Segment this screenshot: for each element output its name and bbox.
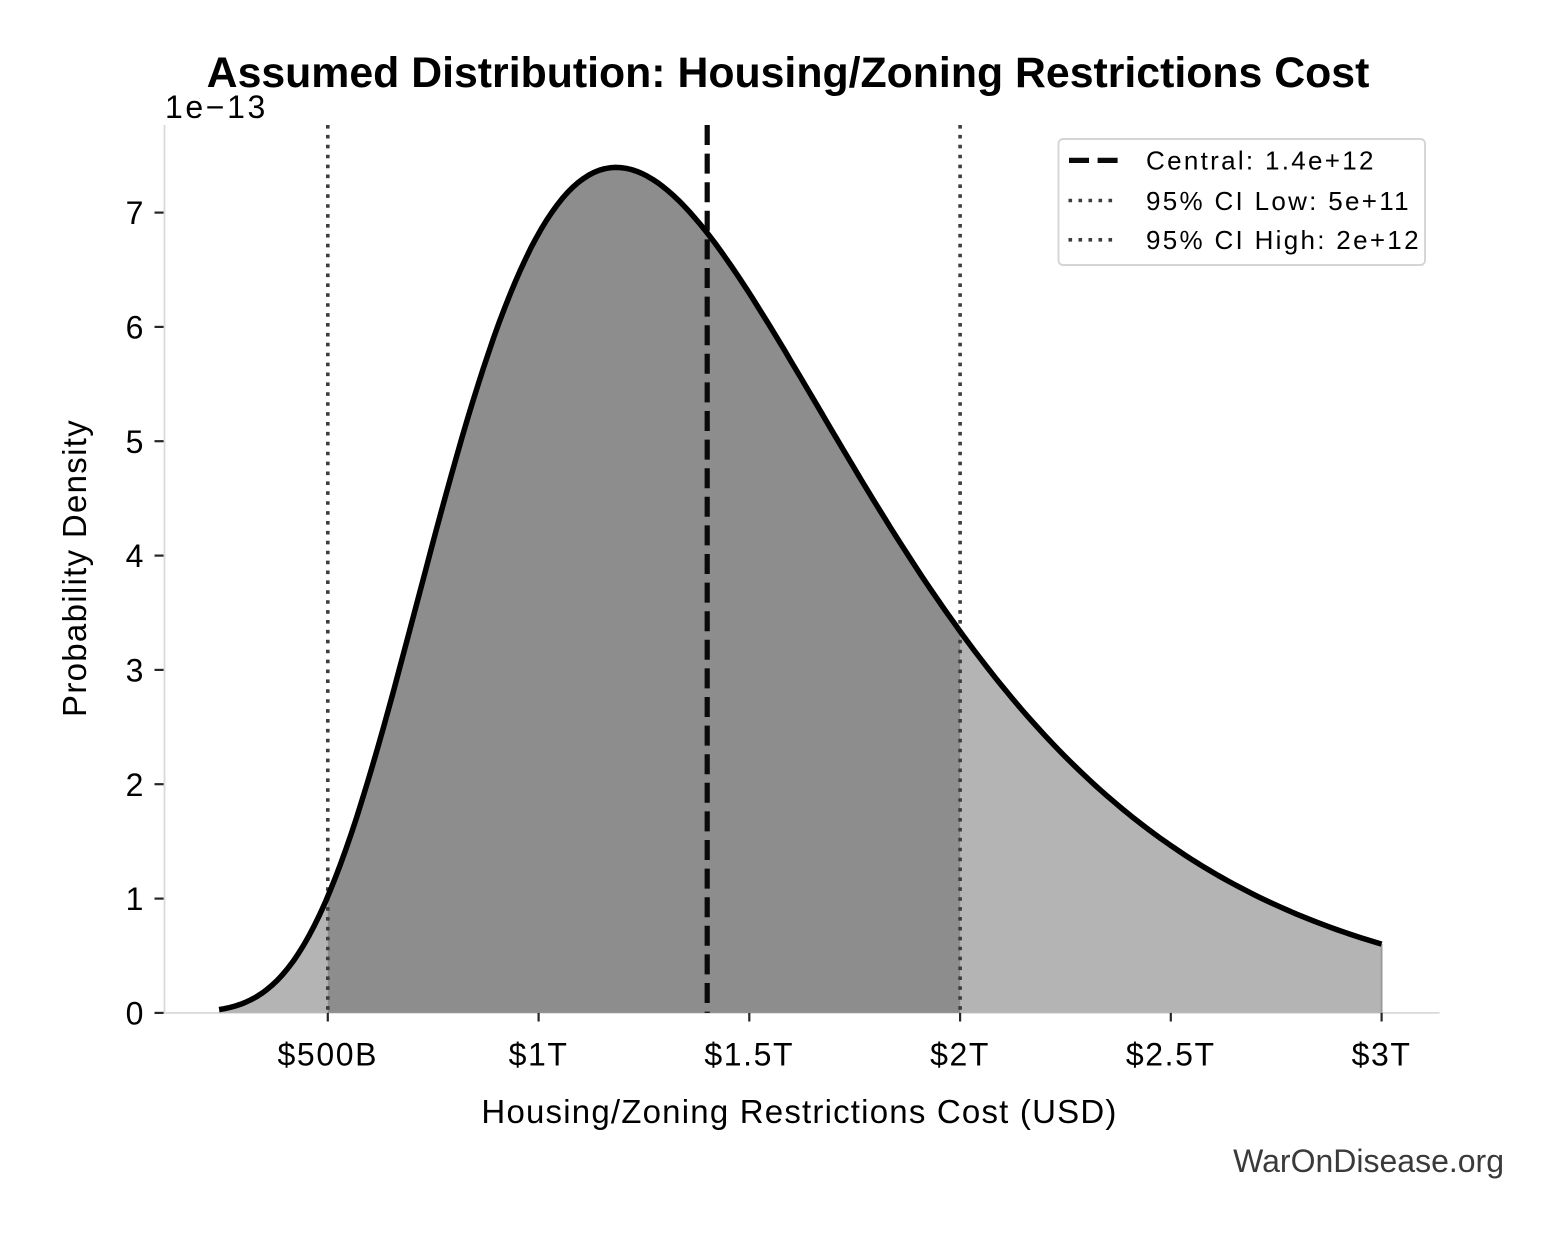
svg-text:5: 5	[126, 424, 145, 460]
svg-text:Probability Density: Probability Density	[56, 419, 93, 717]
svg-text:$3T: $3T	[1352, 1037, 1412, 1073]
svg-text:$2T: $2T	[930, 1037, 990, 1073]
svg-text:3: 3	[126, 653, 145, 689]
svg-text:7: 7	[126, 195, 145, 231]
svg-text:Housing/Zoning Restrictions Co: Housing/Zoning Restrictions Cost (USD)	[481, 1093, 1117, 1130]
svg-text:95% CI High: 2e+12: 95% CI High: 2e+12	[1146, 225, 1421, 255]
svg-text:4: 4	[126, 538, 145, 574]
svg-text:$500B: $500B	[278, 1037, 379, 1073]
svg-text:0: 0	[126, 996, 145, 1032]
svg-text:Central: 1.4e+12: Central: 1.4e+12	[1146, 146, 1376, 176]
svg-text:95% CI Low: 5e+11: 95% CI Low: 5e+11	[1146, 186, 1411, 216]
svg-text:1e−13: 1e−13	[165, 89, 268, 125]
svg-text:$2.5T: $2.5T	[1126, 1037, 1216, 1073]
svg-text:2: 2	[126, 767, 145, 803]
svg-text:1: 1	[126, 881, 145, 917]
svg-text:Assumed Distribution: Housing/: Assumed Distribution: Housing/Zoning Res…	[207, 49, 1370, 97]
svg-text:6: 6	[126, 310, 145, 346]
svg-text:$1.5T: $1.5T	[704, 1037, 794, 1073]
svg-text:$1T: $1T	[509, 1037, 569, 1073]
svg-text:WarOnDisease.org: WarOnDisease.org	[1233, 1143, 1504, 1179]
